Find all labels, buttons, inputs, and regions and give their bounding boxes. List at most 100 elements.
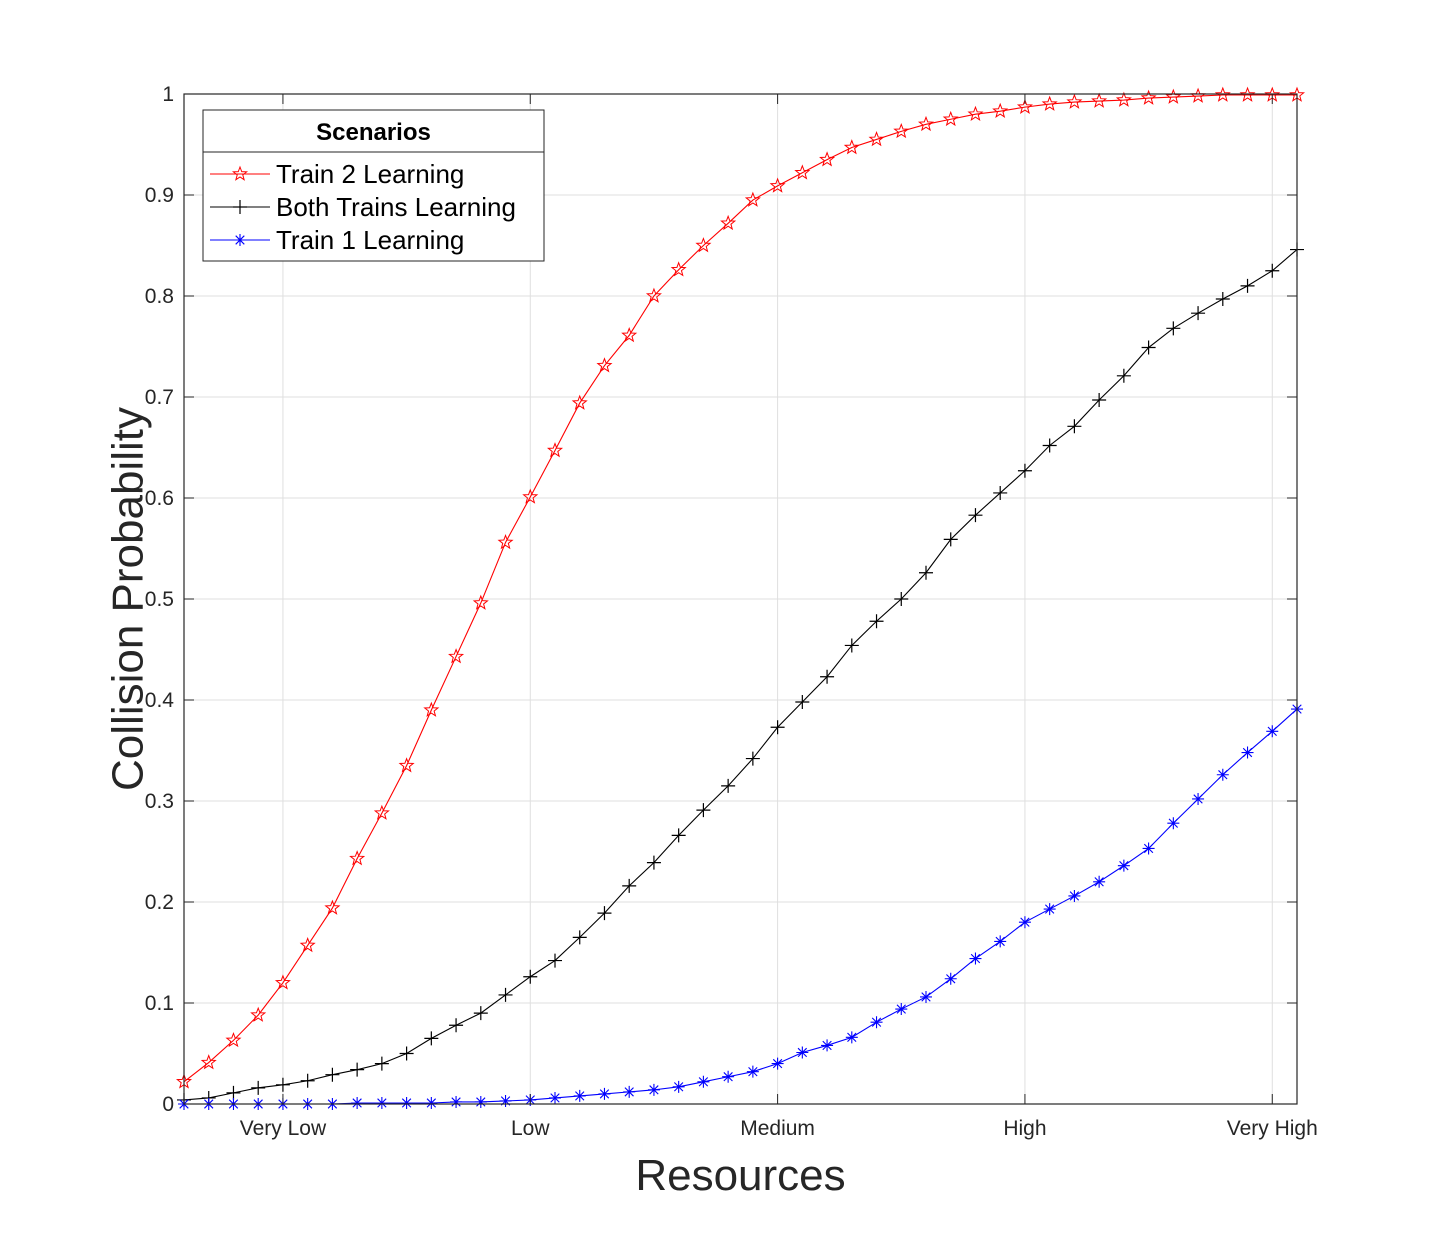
data-point (324, 899, 341, 915)
data-point (399, 1046, 414, 1061)
y-tick-label: 0.7 (145, 386, 174, 409)
data-point (448, 648, 465, 664)
data-point (722, 1070, 735, 1083)
x-tick-label: Very Low (240, 1117, 327, 1140)
data-point (1068, 889, 1081, 902)
data-point (720, 214, 737, 231)
data-point (1066, 93, 1083, 109)
data-point (423, 701, 440, 717)
data-point (769, 177, 786, 193)
data-point (572, 930, 587, 945)
data-point (670, 261, 687, 277)
data-point (1093, 875, 1106, 888)
data-point (373, 804, 390, 820)
data-point (1192, 792, 1205, 805)
legend-label: Train 1 Learning (276, 225, 464, 255)
data-point (1140, 89, 1157, 105)
data-point (895, 1003, 908, 1016)
data-point (1142, 842, 1155, 855)
data-point (697, 1075, 710, 1088)
data-point (1067, 419, 1082, 434)
data-point (522, 488, 539, 504)
data-point (943, 532, 958, 547)
data-point (869, 614, 884, 629)
legend-entry: Both Trains Learning (210, 192, 516, 222)
data-point (251, 1080, 266, 1095)
x-axis-title: Resources (635, 1151, 845, 1200)
data-point (225, 1031, 242, 1048)
data-point (969, 952, 982, 965)
y-tick-label: 0 (162, 1093, 174, 1116)
data-point (548, 953, 562, 968)
data-point (1018, 916, 1031, 929)
y-tick-label: 0.2 (145, 891, 174, 914)
legend-label: Both Trains Learning (276, 192, 516, 222)
series-line (183, 94, 1297, 1083)
data-point (695, 237, 712, 253)
legend-marker (233, 200, 247, 214)
data-point (1016, 98, 1033, 114)
data-point (597, 906, 612, 921)
data-point (671, 828, 686, 843)
data-point (598, 1087, 611, 1100)
y-axis-title: Collision Probability (103, 407, 152, 791)
data-point (1239, 86, 1256, 102)
x-tick-label: Very High (1227, 1117, 1318, 1140)
data-point (325, 1067, 340, 1082)
data-point (744, 191, 761, 207)
data-point (646, 855, 661, 870)
data-point (992, 102, 1009, 118)
data-point (696, 803, 711, 818)
data-point (1043, 903, 1056, 916)
data-point (796, 1046, 809, 1059)
data-point (1091, 92, 1108, 108)
axis-ticks: 0 0.1 0.2 0.3 0.4 0.5 0.6 0.7 0.8 0.9 1 Very Low Low… (145, 83, 1318, 1140)
data-point (400, 1096, 413, 1109)
series-line (183, 249, 1298, 1101)
data-point (351, 1096, 364, 1109)
data-point (893, 122, 910, 139)
data-point (672, 1080, 685, 1093)
data-point (374, 1056, 389, 1071)
data-point (472, 594, 489, 610)
data-point (920, 990, 932, 1003)
data-point (894, 592, 909, 606)
data-point (200, 1054, 217, 1070)
data-point (770, 720, 785, 735)
data-point (274, 974, 291, 990)
y-tick-label: 0.3 (145, 790, 174, 813)
data-point (226, 1085, 241, 1100)
data-point (745, 751, 760, 766)
data-point (645, 287, 662, 303)
data-point (300, 1073, 315, 1088)
legend-entry: Train 2 Learning (210, 159, 464, 189)
data-point (993, 485, 1008, 500)
data-point (621, 326, 638, 343)
legend-label: Train 2 Learning (276, 159, 464, 189)
data-point (350, 1062, 365, 1077)
data-point (967, 105, 984, 122)
data-point (821, 1039, 834, 1052)
data-point (571, 394, 588, 410)
data-point (1191, 306, 1206, 321)
data-point (868, 131, 885, 147)
data-point (473, 1006, 488, 1021)
data-point (1215, 292, 1230, 307)
data-point (623, 1085, 636, 1098)
data-point (450, 1095, 463, 1108)
data-point (721, 778, 736, 793)
data-point (1266, 725, 1279, 738)
data-point (819, 151, 836, 167)
data-point (499, 1094, 512, 1107)
data-point (968, 508, 983, 523)
data-point (349, 850, 366, 866)
data-point (942, 110, 959, 127)
data-point (1141, 340, 1156, 355)
legend-entry: Train 1 Learning (210, 225, 464, 255)
data-point (622, 878, 637, 893)
data-point (843, 139, 860, 155)
data-point (994, 935, 1007, 948)
data-point (870, 1016, 883, 1029)
data-point (1117, 859, 1130, 872)
data-point (917, 115, 935, 132)
